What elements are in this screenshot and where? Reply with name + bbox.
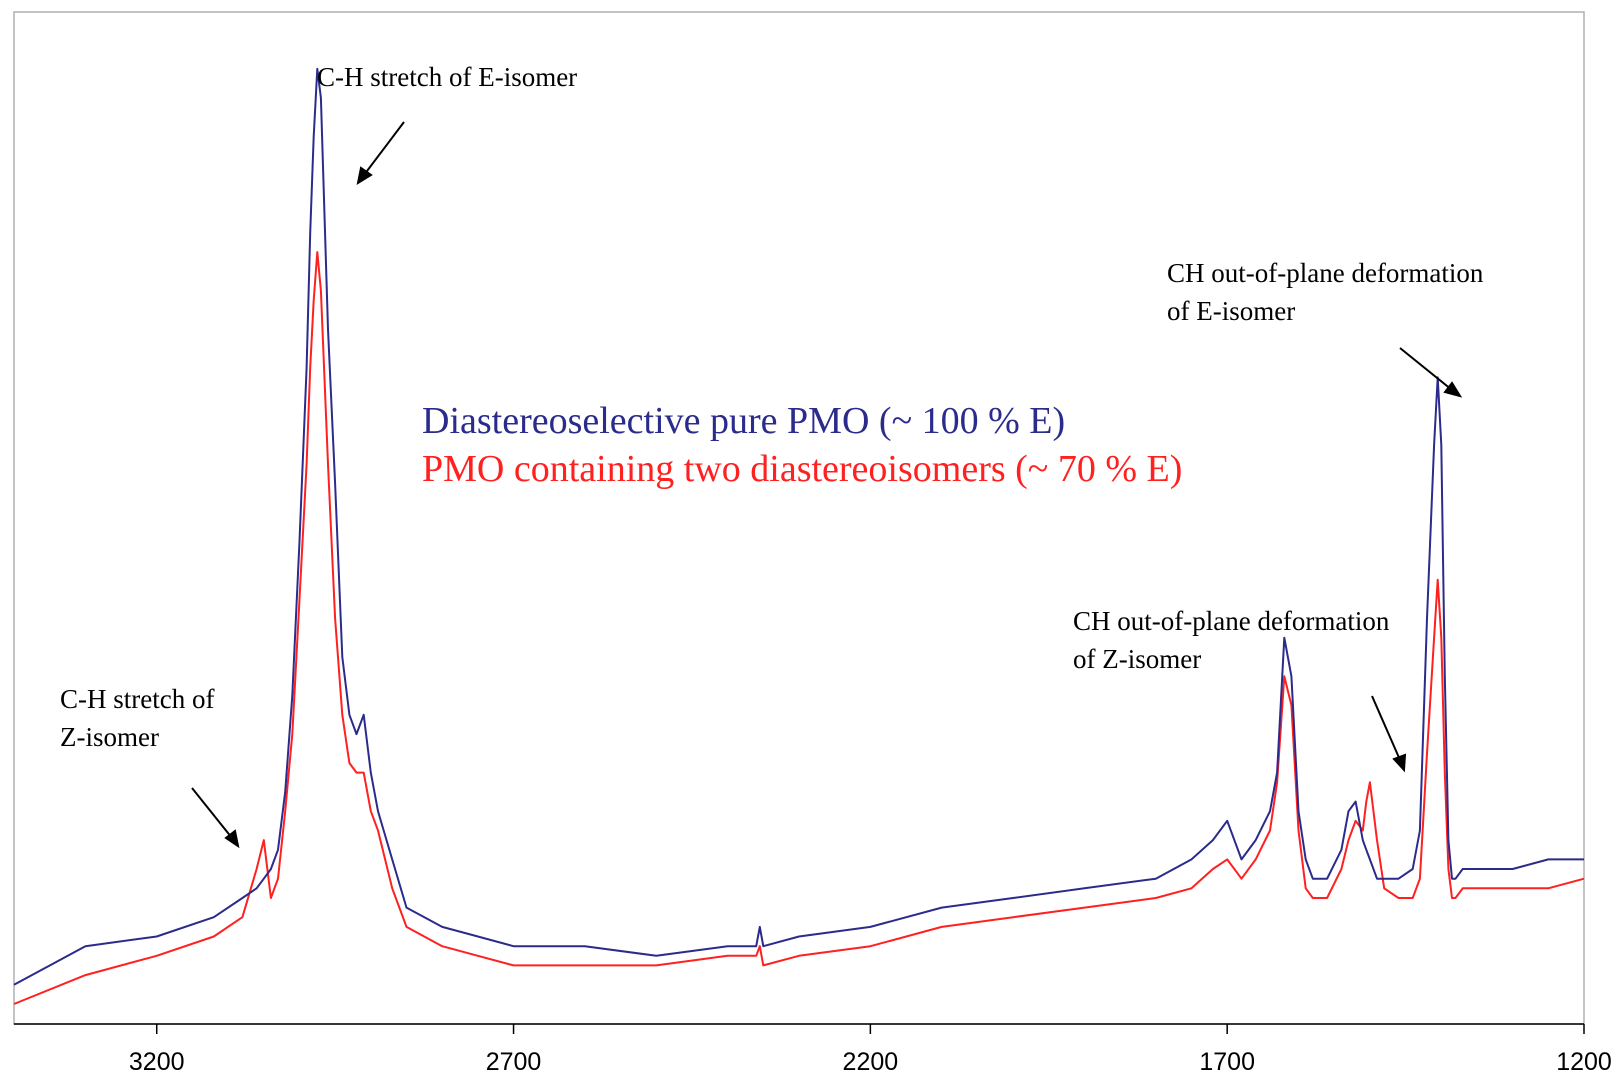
x-axis-ticks: 3200 2700 2200 1700 1200: [129, 1024, 1612, 1076]
x-tick-label: 1700: [1199, 1048, 1255, 1076]
arrow-ch-stretch-z: [191, 787, 233, 839]
series-line-pure-pmo: [13, 67, 1584, 986]
annotation-ch-oop-e-line1: CH out-of-plane deformation: [1167, 258, 1484, 288]
series-line-mixed-pmo: [13, 251, 1585, 1005]
annotation-ch-oop-z-line2: of Z-isomer: [1073, 644, 1201, 674]
plot-frame: [13, 11, 1585, 1025]
annotation-ch-stretch-e: C-H stretch of E-isomer: [317, 62, 577, 92]
arrow-ch-oop-z: [1371, 695, 1401, 761]
annotation-ch-oop-z-line1: CH out-of-plane deformation: [1073, 606, 1390, 636]
arrow-ch-oop-e: [1399, 347, 1453, 391]
x-tick-label: 2200: [843, 1048, 899, 1076]
annotation-arrows: [191, 121, 1463, 849]
x-tick-label: 1200: [1556, 1048, 1612, 1076]
series-layer: [13, 67, 1585, 1005]
arrow-head-ch-oop-e: [1443, 381, 1463, 398]
annotation-ch-stretch-z-line1: C-H stretch of: [60, 684, 214, 714]
legend-entry-pure-pmo: Diastereoselective pure PMO (~ 100 % E): [422, 400, 1065, 442]
x-tick-label: 2700: [486, 1048, 542, 1076]
annotation-ch-stretch-z-line2: Z-isomer: [60, 722, 159, 752]
arrow-head-ch-stretch-e: [356, 166, 373, 186]
arrow-head-ch-oop-z: [1392, 753, 1407, 773]
arrow-head-ch-stretch-z: [224, 829, 240, 849]
arrow-ch-stretch-e: [363, 121, 405, 176]
x-tick-label: 3200: [129, 1048, 185, 1076]
annotation-ch-oop-e-line2: of E-isomer: [1167, 296, 1295, 326]
legend-entry-mixed-pmo: PMO containing two diastereoisomers (~ 7…: [422, 448, 1182, 490]
